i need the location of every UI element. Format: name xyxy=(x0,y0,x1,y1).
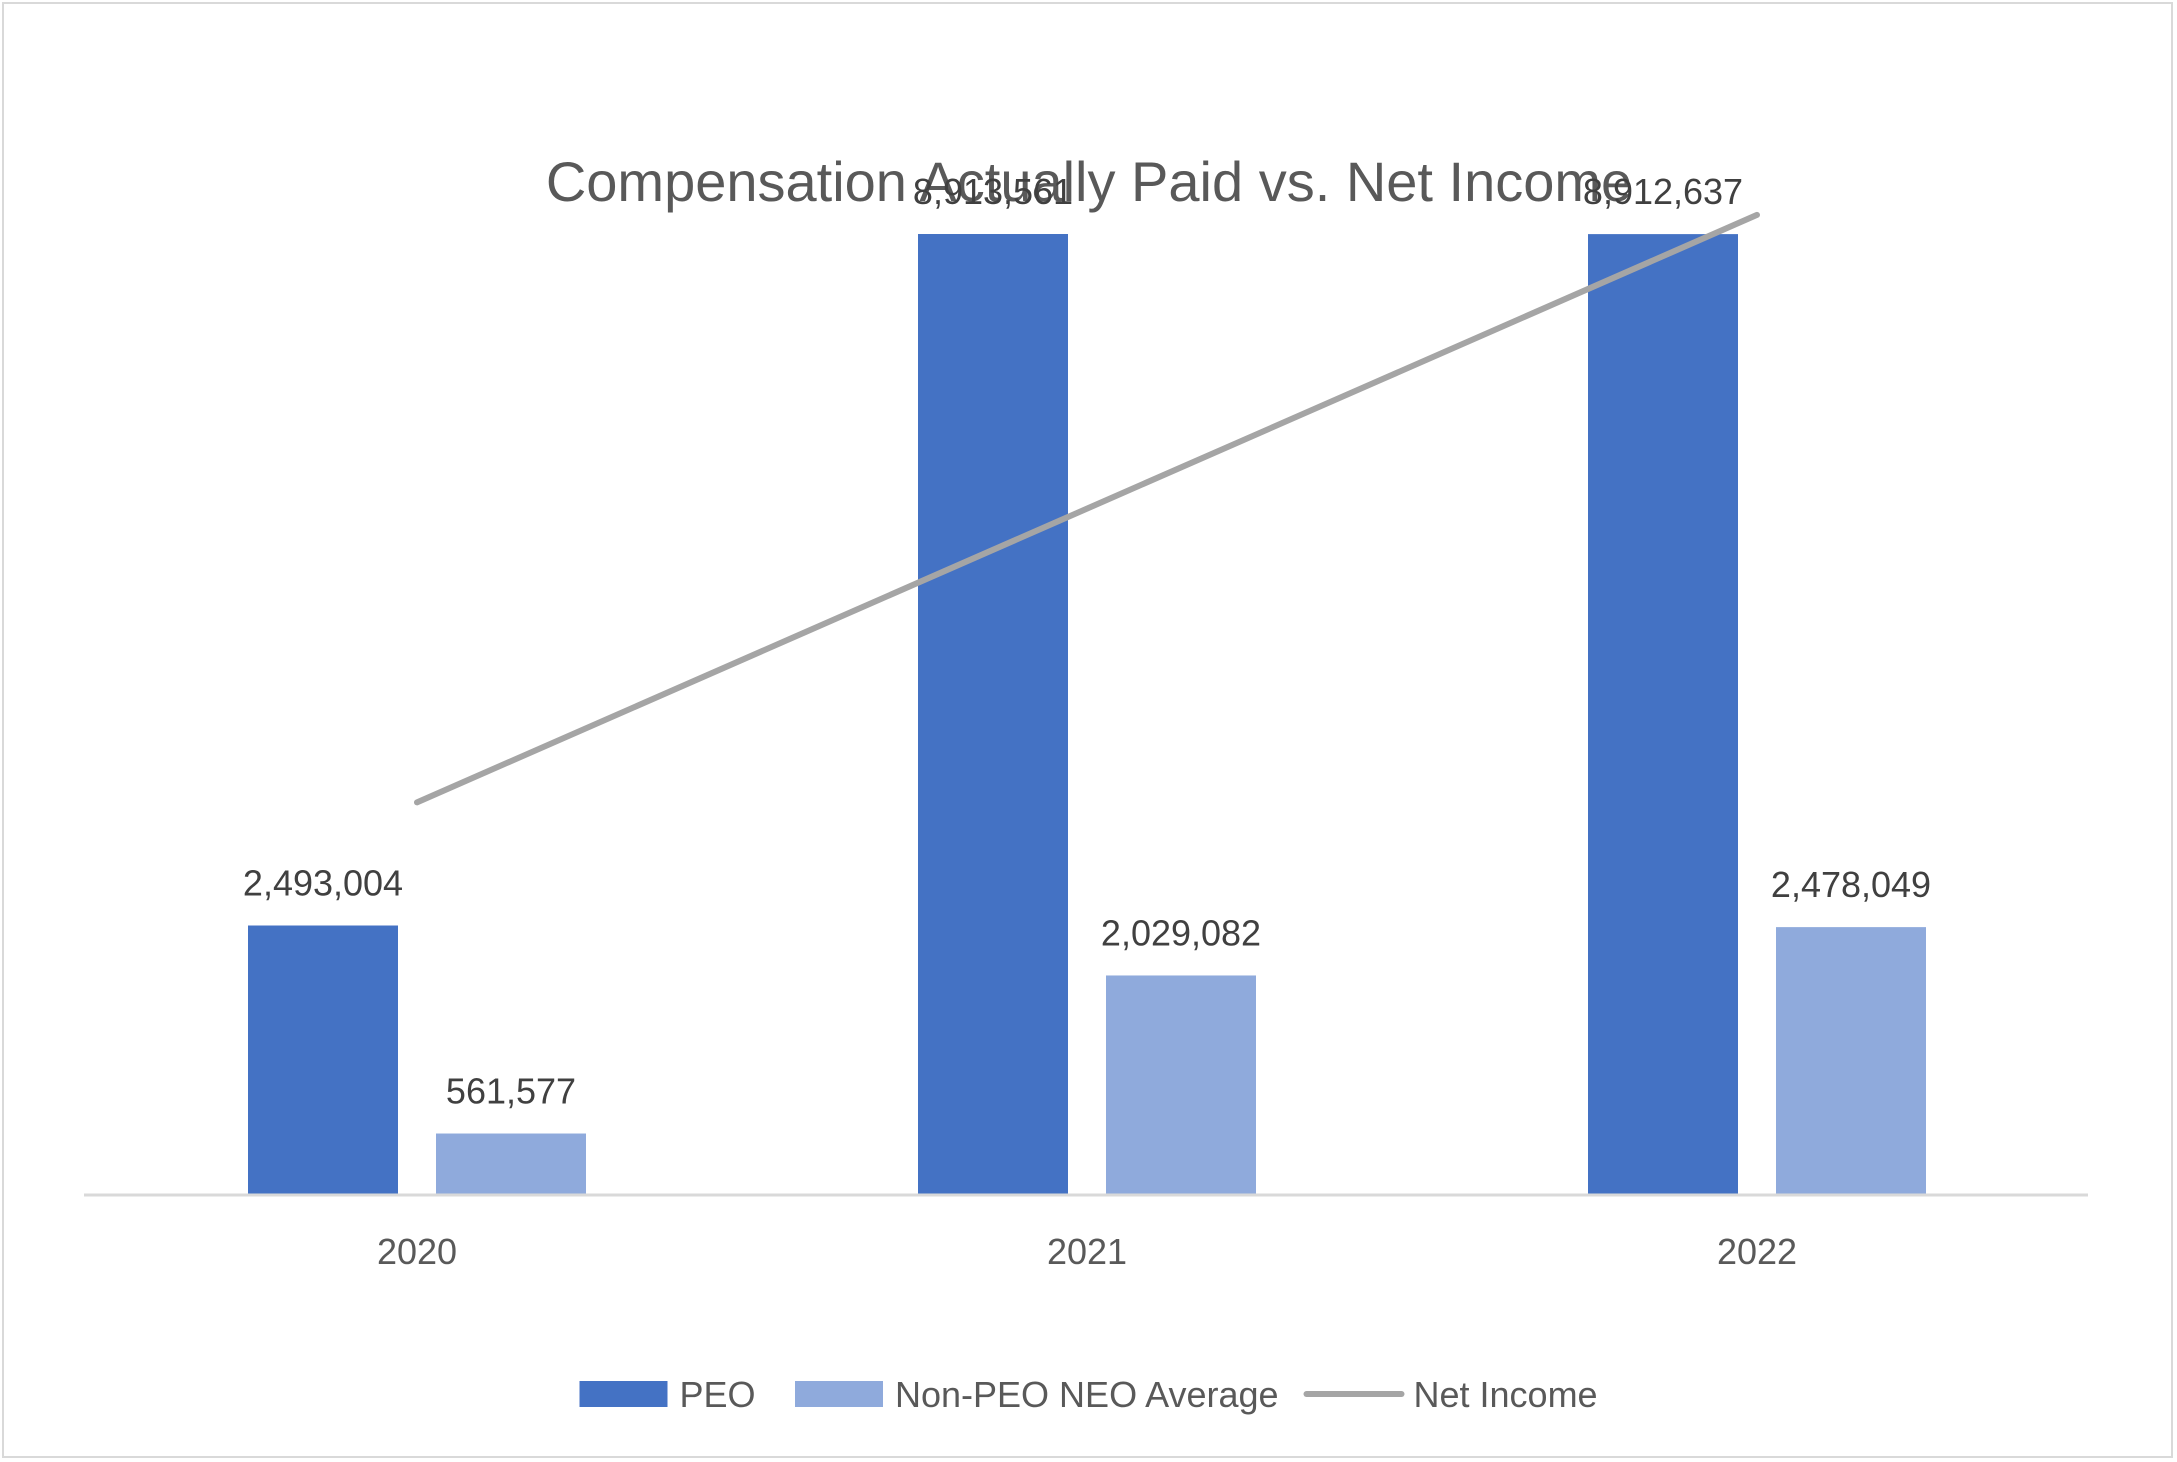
x-axis-ticks: 2020 2021 2022 xyxy=(377,1231,1797,1272)
data-label-peo-2022: 8,912,637 xyxy=(1583,171,1743,212)
bar-non-peo-neo-average-2022 xyxy=(1776,927,1926,1194)
legend-item-peo: PEO xyxy=(579,1374,756,1415)
legend-label-non-peo-neo-average: Non-PEO NEO Average xyxy=(895,1374,1279,1415)
x-tick-label-2020: 2020 xyxy=(377,1231,457,1272)
legend: PEO Non-PEO NEO Average Net Income xyxy=(579,1374,1598,1415)
legend-swatch-peo xyxy=(579,1381,668,1407)
data-label-non-peo-neo-average-2022: 2,478,049 xyxy=(1771,864,1931,905)
bar-peo-2020 xyxy=(248,925,398,1194)
legend-item-non-peo-neo-average: Non-PEO NEO Average xyxy=(795,1374,1279,1415)
legend-label-peo: PEO xyxy=(680,1374,756,1415)
x-tick-label-2021: 2021 xyxy=(1047,1231,1127,1272)
bar-non-peo-neo-average-2020 xyxy=(436,1133,586,1194)
bar-peo-2021 xyxy=(918,234,1068,1195)
x-tick-label-2022: 2022 xyxy=(1717,1231,1797,1272)
legend-label-net-income: Net Income xyxy=(1414,1374,1598,1415)
data-label-non-peo-neo-average-2020: 561,577 xyxy=(446,1071,576,1112)
chart-title: Compensation Actually Paid vs. Net Incom… xyxy=(546,150,1632,213)
line-net-income xyxy=(414,211,1760,806)
data-label-peo-2020: 2,493,004 xyxy=(243,863,403,904)
data-label-peo-2021: 8,913,561 xyxy=(913,171,1073,212)
bar-peo-2022 xyxy=(1588,234,1738,1194)
data-label-non-peo-neo-average-2021: 2,029,082 xyxy=(1101,912,1261,953)
bars-layer: 2,493,004 561,577 8,913,561 2,029,082 8,912,… xyxy=(243,171,1931,1195)
legend-item-net-income: Net Income xyxy=(1303,1374,1598,1415)
chart-canvas: Compensation Actually Paid vs. Net Incom… xyxy=(84,150,2088,1415)
line-layer xyxy=(414,211,1760,806)
legend-swatch-non-peo-neo-average xyxy=(795,1381,883,1407)
bar-non-peo-neo-average-2021 xyxy=(1106,975,1256,1194)
